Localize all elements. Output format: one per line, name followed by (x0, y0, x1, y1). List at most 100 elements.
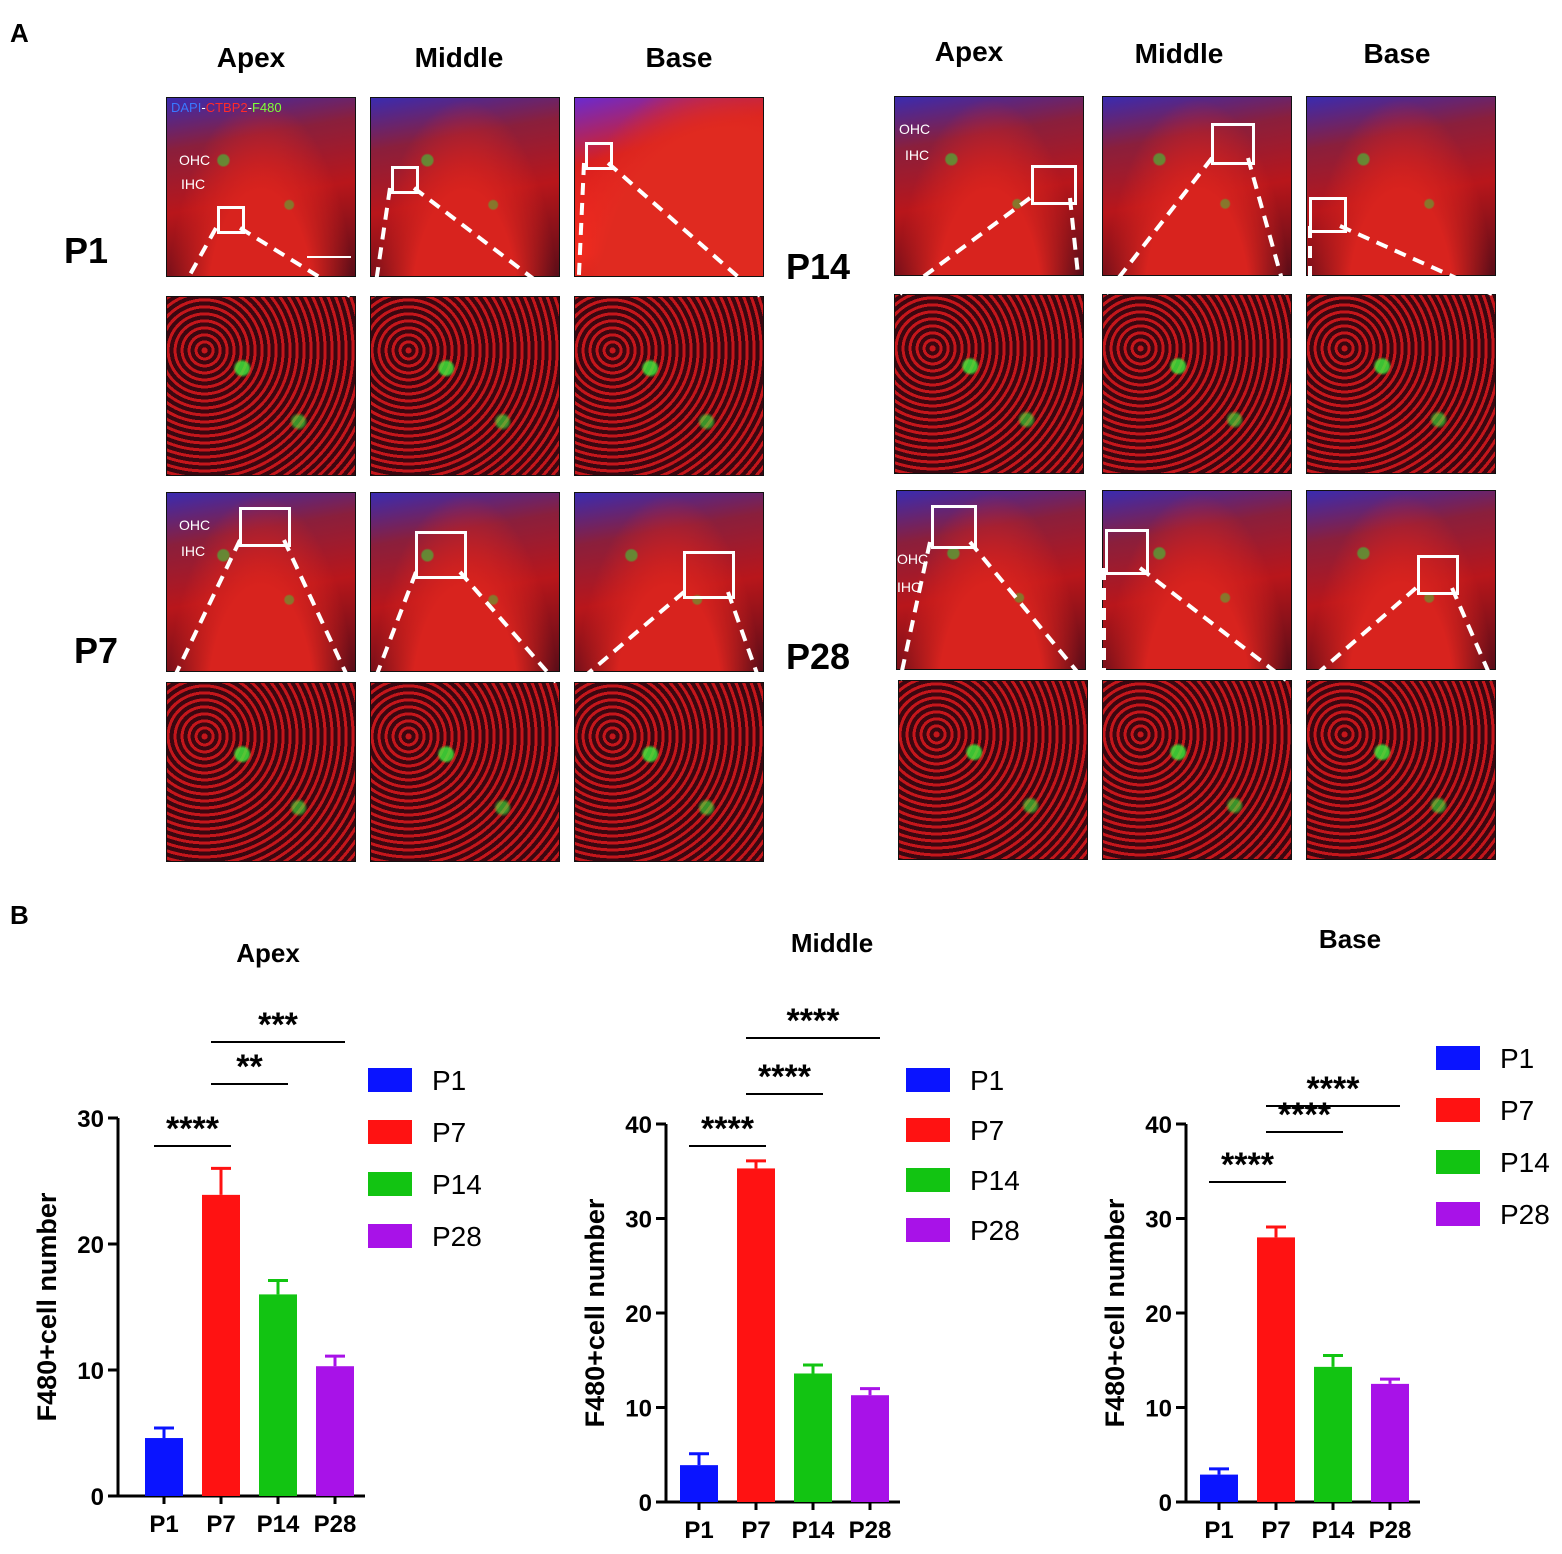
bar-p28 (1371, 1383, 1409, 1502)
bar-p28 (316, 1366, 354, 1496)
legend-label: P28 (1500, 1199, 1550, 1230)
y-tick-label: 20 (1145, 1301, 1172, 1328)
micrograph-p1-middle (370, 97, 560, 277)
col-head-left-base: Base (645, 42, 713, 73)
legend-swatch (368, 1172, 412, 1196)
panel-b-letter: B (10, 900, 29, 930)
legend-label: P28 (970, 1215, 1020, 1246)
bar-p1 (680, 1465, 718, 1502)
y-tick-label: 0 (1159, 1490, 1172, 1517)
legend-label: P1 (432, 1065, 466, 1096)
col-head-right-apex: Apex (934, 36, 1004, 67)
micrograph-p28-apex: OHC IHC (896, 490, 1086, 670)
legend-swatch (906, 1218, 950, 1242)
bar-p14 (259, 1294, 297, 1496)
col-head-right-base: Base (1363, 38, 1431, 69)
col-head-left-middle: Middle (414, 42, 504, 73)
zoom-connectors (0, 0, 1562, 900)
y-tick-label: 30 (77, 1106, 104, 1133)
x-tick-label: P1 (684, 1517, 713, 1544)
y-tick-label: 20 (625, 1301, 652, 1328)
y-tick-label: 30 (1145, 1207, 1172, 1234)
x-tick-label: P28 (849, 1517, 892, 1544)
x-tick-label: P28 (1369, 1517, 1412, 1544)
x-tick-label: P14 (1312, 1517, 1355, 1544)
bar-p14 (794, 1373, 832, 1502)
zoom-p14-apex (894, 294, 1084, 474)
zoom-p7-apex (166, 682, 356, 862)
legend-label: P1 (1500, 1043, 1534, 1074)
y-axis-label: F480+cell number (32, 1192, 62, 1421)
y-axis-label: F480+cell number (1100, 1198, 1130, 1427)
micrograph-p28-middle (1102, 490, 1292, 670)
zoom-box (585, 142, 613, 170)
ohc-label: OHC (179, 152, 211, 168)
significance-label: *** (258, 1006, 298, 1044)
zoom-box (415, 531, 467, 579)
zoom-box (1211, 123, 1255, 165)
x-tick-label: P7 (741, 1517, 770, 1544)
y-axis-label: F480+cell number (580, 1198, 610, 1427)
zoom-p14-base (1306, 294, 1496, 474)
zoom-p1-apex (166, 296, 356, 476)
legend-label: P7 (970, 1115, 1004, 1146)
chart-title: Base (1319, 924, 1381, 954)
legend-swatch (1436, 1098, 1480, 1122)
zoom-p7-middle (370, 682, 560, 862)
zoom-box (1031, 165, 1077, 205)
significance-label: **** (787, 1002, 841, 1040)
zoom-box (1309, 197, 1347, 233)
stain-f480: F480 (251, 100, 282, 115)
x-tick-label: P28 (314, 1511, 357, 1538)
ihc-label: IHC (181, 543, 206, 559)
legend-label: P14 (432, 1169, 482, 1200)
col-head-right-middle: Middle (1134, 38, 1224, 69)
legend-swatch (906, 1068, 950, 1092)
micrograph-p7-apex: OHC IHC (166, 492, 356, 672)
zoom-box (1417, 555, 1459, 595)
significance-label: **** (758, 1058, 812, 1096)
legend-swatch (1436, 1202, 1480, 1226)
zoom-box (683, 551, 735, 599)
x-tick-label: P7 (206, 1511, 235, 1538)
y-tick-label: 40 (1145, 1112, 1172, 1139)
zoom-p14-middle (1102, 294, 1292, 474)
bar-p28 (851, 1395, 889, 1502)
bar-p14 (1314, 1366, 1352, 1502)
y-tick-label: 10 (1145, 1396, 1172, 1423)
row-label-p14: P14 (786, 246, 851, 287)
zoom-box (1105, 529, 1149, 575)
y-tick-label: 10 (625, 1396, 652, 1423)
significance-label: **** (1307, 1070, 1361, 1108)
zoom-p1-base (574, 296, 764, 476)
zoom-p28-apex (898, 680, 1088, 860)
legend-swatch (368, 1120, 412, 1144)
legend-label: P1 (970, 1065, 1004, 1096)
zoom-box (931, 505, 977, 549)
legend-label: P28 (432, 1221, 482, 1252)
micrograph-p14-apex: OHC IHC (894, 96, 1084, 276)
zoom-box (239, 507, 291, 547)
ihc-label: IHC (905, 147, 930, 163)
significance-label: **** (701, 1110, 755, 1148)
stain-ctbp2: CTBP2 (205, 100, 248, 115)
stain-dapi: DAPI (171, 100, 202, 115)
ihc-label: IHC (181, 176, 206, 192)
bar-p1 (1200, 1474, 1238, 1502)
bar-chart-middle: Middle 0 10 20 30 40 F480+cell number P1 P7 P14 P2… (580, 928, 1020, 1544)
panel-a-letter: A (10, 18, 29, 48)
zoom-box (391, 166, 419, 194)
y-tick-label: 40 (625, 1112, 652, 1139)
ohc-label: OHC (179, 517, 211, 533)
y-tick-label: 0 (91, 1484, 104, 1511)
significance-label: **** (1278, 1096, 1332, 1134)
micrograph-p7-base (574, 492, 764, 672)
col-head-left-apex: Apex (216, 42, 286, 73)
y-tick-label: 20 (77, 1232, 104, 1259)
legend-label: P7 (1500, 1095, 1534, 1126)
micrograph-p14-base (1306, 96, 1496, 276)
stain-sep-2: - (247, 100, 252, 115)
significance-label: ** (236, 1048, 263, 1086)
zoom-p28-middle (1102, 680, 1292, 860)
